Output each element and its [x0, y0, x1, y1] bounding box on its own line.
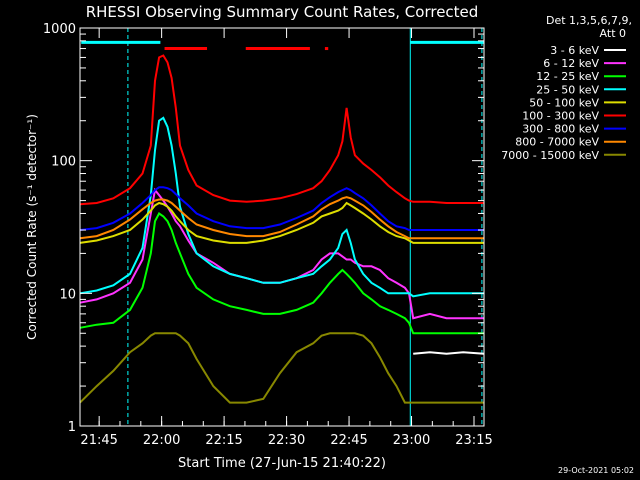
legend-label-50-100-kev: 50 - 100 keV — [529, 96, 599, 109]
y-tick-label: 1000 — [43, 22, 76, 37]
series-line-100-300-kev — [79, 54, 484, 206]
series-line-12-25-kev — [79, 212, 484, 335]
series-line-25-50-kev — [79, 116, 484, 298]
legend-header-attenuator: Att 0 — [600, 27, 626, 40]
x-tick-label: 23:15 — [455, 433, 492, 448]
x-tick-label: 22:45 — [330, 433, 367, 448]
plot-frame — [79, 27, 485, 427]
y-tick-label: 100 — [51, 155, 76, 170]
chart-title: RHESSI Observing Summary Count Rates, Co… — [86, 3, 479, 21]
chart-axes: 21:45 22:00 22:15 22:30 22:45 23:00 23:15 1 10 10… — [43, 22, 493, 448]
y-axis-label: Corrected Count Rate (s⁻¹ detector⁻¹) — [25, 114, 39, 340]
legend-label-800-7000-kev: 800 - 7000 keV — [515, 136, 599, 149]
series-line-50-100-kev — [79, 201, 484, 244]
series-line-800-7000-kev — [79, 196, 484, 240]
chart-marks — [79, 28, 485, 426]
legend-label-300-800-kev: 300 - 800 keV — [522, 123, 599, 136]
x-tick-label: 21:45 — [80, 433, 117, 448]
x-axis-label: Start Time (27-Jun-15 21:40:22) — [178, 456, 386, 471]
series-line-3-6-kev — [413, 351, 485, 355]
legend-label-25-50-kev: 25 - 50 keV — [536, 83, 599, 96]
generation-timestamp: 29-Oct-2021 05:02 — [558, 466, 634, 475]
x-tick-label: 22:30 — [268, 433, 305, 448]
y-tick-label: 1 — [68, 420, 76, 435]
legend-label-6-12-kev: 6 - 12 keV — [543, 57, 599, 70]
legend-label-100-300-kev: 100 - 300 keV — [522, 110, 599, 123]
y-tick-label: 10 — [59, 287, 76, 302]
x-tick-label: 22:00 — [143, 433, 180, 448]
legend-label-7000-15000-kev: 7000 - 15000 keV — [501, 149, 599, 162]
x-tick-label: 22:15 — [205, 433, 242, 448]
legend-header-detectors: Det 1,3,5,6,7,9, — [546, 14, 632, 27]
x-tick-label: 23:00 — [393, 433, 430, 448]
legend-label-3-6-kev: 3 - 6 keV — [550, 44, 599, 57]
series-line-300-800-kev — [79, 186, 484, 231]
series-line-7000-15000-kev — [79, 332, 484, 404]
legend-label-12-25-kev: 12 - 25 keV — [536, 70, 599, 83]
